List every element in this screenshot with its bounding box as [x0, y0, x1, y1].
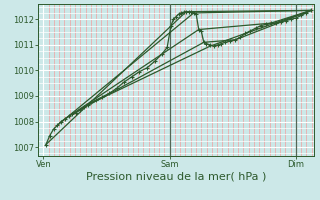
- X-axis label: Pression niveau de la mer( hPa ): Pression niveau de la mer( hPa ): [86, 172, 266, 182]
